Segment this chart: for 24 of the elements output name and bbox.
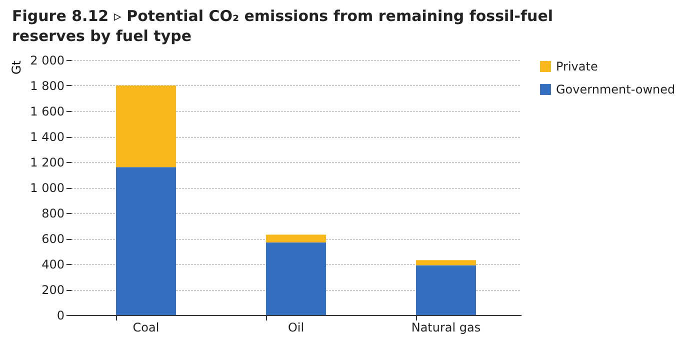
y-tick-label: 200 (42, 283, 64, 297)
bar (266, 242, 326, 315)
y-tick-label: 800 (42, 206, 64, 220)
y-tick-label: 0 (56, 308, 64, 322)
y-tick-label: 1 200 (30, 156, 64, 170)
x-tick-label: Oil (288, 320, 304, 334)
y-tick-label: 1 000 (30, 181, 64, 195)
x-tick-label: Coal (132, 320, 160, 334)
legend-label: Private (556, 60, 598, 74)
y-tick-label: 1 800 (30, 79, 64, 93)
y-axis-title: Gt (10, 60, 24, 75)
bar (116, 167, 176, 315)
y-tick-label: 1 600 (30, 104, 64, 118)
x-tick-label: Natural gas (411, 320, 481, 334)
bar (266, 234, 326, 242)
legend-label: Government-owned (556, 82, 676, 96)
y-tick-label: 1 400 (30, 130, 64, 144)
bar (116, 86, 176, 168)
y-tick-label: 600 (42, 232, 64, 246)
y-tick-label: 400 (42, 258, 64, 272)
chart-title: Figure 8.12 ▹ Potential CO₂ emissions from remaining fossil-fuel reserves by fuel type (11, 6, 554, 46)
bar (416, 260, 476, 266)
y-tick-label: 2 000 (30, 54, 64, 68)
bar (416, 265, 476, 315)
